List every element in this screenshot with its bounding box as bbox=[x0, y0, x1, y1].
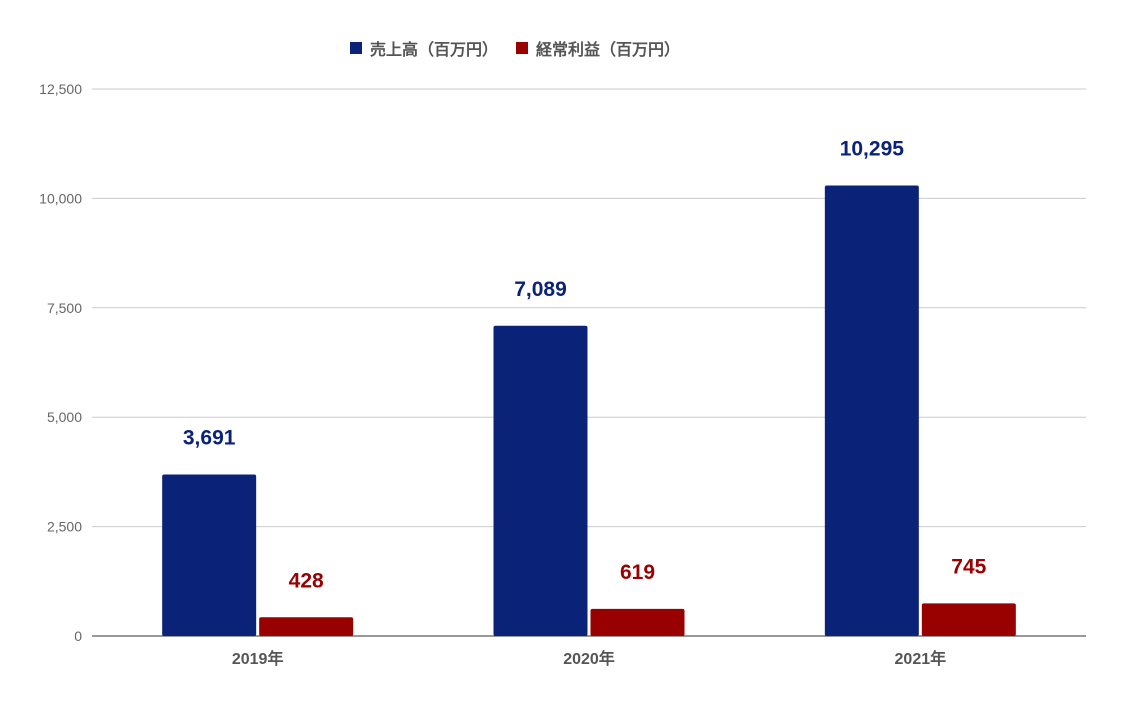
y-tick-label: 5,000 bbox=[47, 409, 82, 425]
y-tick-label: 10,000 bbox=[39, 190, 82, 206]
data-label: 7,089 bbox=[514, 278, 567, 301]
y-tick-label: 0 bbox=[74, 628, 82, 644]
legend-label-sales: 売上高（百万円） bbox=[370, 42, 499, 59]
y-tick-label: 12,500 bbox=[39, 81, 82, 97]
bar-ordinary-profit bbox=[259, 617, 354, 636]
gridlines bbox=[92, 88, 1086, 637]
data-label: 10,295 bbox=[840, 137, 905, 160]
bar-sales bbox=[493, 325, 588, 636]
bar-ordinary-profit bbox=[590, 608, 685, 636]
x-tick-label: 2019年 bbox=[232, 649, 284, 668]
y-tick-label: 7,500 bbox=[47, 300, 82, 316]
legend-swatch-ordinary-profit bbox=[516, 42, 529, 54]
x-tick-label: 2020年 bbox=[563, 649, 615, 668]
y-axis: 0 2,500 5,000 7,500 10,000 12,500 bbox=[39, 81, 82, 644]
data-label: 745 bbox=[951, 555, 986, 578]
bar-sales bbox=[824, 185, 919, 637]
data-label: 3,691 bbox=[183, 426, 236, 449]
bars bbox=[162, 185, 1016, 637]
legend-swatch-sales bbox=[350, 42, 362, 54]
x-axis: 2019年 2020年 2021年 bbox=[232, 649, 946, 668]
data-label: 428 bbox=[289, 569, 324, 592]
legend-item-ordinary-profit: 経常利益（百万円） bbox=[516, 36, 680, 60]
data-labels: 3,691 428 7,089 619 10,295 745 bbox=[183, 137, 987, 592]
chart-legend: 売上高（百万円） 経常利益（百万円） bbox=[350, 36, 680, 60]
y-tick-label: 2,500 bbox=[47, 519, 82, 535]
bar-ordinary-profit bbox=[921, 603, 1016, 636]
bar-sales bbox=[162, 474, 257, 636]
x-tick-label: 2021年 bbox=[895, 649, 947, 668]
legend-label-ordinary-profit: 経常利益（百万円） bbox=[536, 42, 681, 59]
data-label: 619 bbox=[620, 561, 655, 584]
legend-item-sales: 売上高（百万円） bbox=[350, 36, 498, 60]
